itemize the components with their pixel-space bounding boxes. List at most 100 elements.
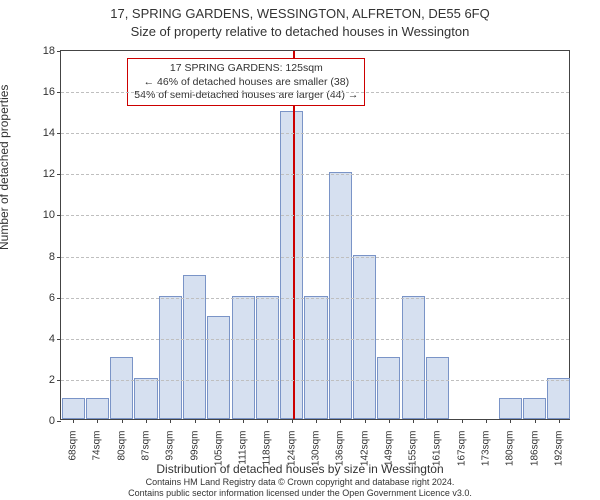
xtick-label: 161sqm: [432, 431, 443, 467]
xtick-mark: [292, 419, 293, 423]
y-axis-label: Number of detached properties: [0, 85, 11, 250]
bar: [256, 296, 279, 419]
bar: [110, 357, 133, 419]
chart-title-line2: Size of property relative to detached ho…: [0, 24, 600, 39]
xtick-label: 118sqm: [262, 431, 273, 466]
plot-area: 17 SPRING GARDENS: 125sqm← 46% of detach…: [60, 50, 570, 420]
ytick-mark: [57, 215, 61, 216]
ytick-mark: [57, 298, 61, 299]
xtick-mark: [389, 419, 390, 423]
xtick-mark: [97, 419, 98, 423]
ytick-mark: [57, 257, 61, 258]
bar: [353, 255, 376, 419]
ytick-label: 10: [43, 209, 55, 221]
ytick-label: 4: [49, 333, 55, 345]
bar: [523, 398, 546, 419]
gridline: [61, 339, 569, 340]
ytick-label: 18: [43, 45, 55, 57]
bar: [547, 378, 570, 419]
annotation-line: 17 SPRING GARDENS: 125sqm: [134, 62, 358, 75]
xtick-mark: [535, 419, 536, 423]
xtick-label: 80sqm: [116, 431, 127, 461]
attribution-line1: Contains HM Land Registry data © Crown c…: [146, 477, 455, 487]
bar: [62, 398, 85, 419]
attribution-line2: Contains public sector information licen…: [128, 488, 472, 498]
bar: [402, 296, 425, 419]
xtick-label: 186sqm: [529, 431, 540, 467]
xtick-label: 87sqm: [141, 431, 152, 461]
gridline: [61, 298, 569, 299]
ytick-mark: [57, 380, 61, 381]
bar: [499, 398, 522, 419]
gridline: [61, 174, 569, 175]
xtick-label: 136sqm: [335, 431, 346, 467]
xtick-label: 99sqm: [189, 431, 200, 461]
xtick-mark: [195, 419, 196, 423]
xtick-mark: [365, 419, 366, 423]
bars-layer: [61, 51, 569, 419]
xtick-mark: [219, 419, 220, 423]
xtick-mark: [462, 419, 463, 423]
xtick-label: 74sqm: [92, 431, 103, 461]
ytick-label: 8: [49, 251, 55, 263]
attribution-text: Contains HM Land Registry data © Crown c…: [0, 477, 600, 498]
ytick-mark: [57, 51, 61, 52]
xtick-label: 130sqm: [311, 431, 322, 467]
xtick-label: 111sqm: [238, 431, 249, 465]
ytick-label: 0: [49, 415, 55, 427]
ytick-mark: [57, 421, 61, 422]
ytick-mark: [57, 133, 61, 134]
xtick-label: 167sqm: [456, 431, 467, 467]
xtick-mark: [340, 419, 341, 423]
bar: [329, 172, 352, 419]
xtick-mark: [146, 419, 147, 423]
xtick-label: 149sqm: [383, 431, 394, 467]
xtick-mark: [437, 419, 438, 423]
annotation-line: 54% of semi-detached houses are larger (…: [134, 89, 358, 102]
ytick-mark: [57, 174, 61, 175]
ytick-label: 6: [49, 292, 55, 304]
ytick-label: 16: [43, 86, 55, 98]
xtick-mark: [413, 419, 414, 423]
bar: [232, 296, 255, 419]
xtick-mark: [267, 419, 268, 423]
xtick-label: 142sqm: [359, 431, 370, 467]
gridline: [61, 380, 569, 381]
bar: [426, 357, 449, 419]
xtick-label: 124sqm: [286, 431, 297, 467]
xtick-mark: [122, 419, 123, 423]
bar: [207, 316, 230, 419]
xtick-mark: [316, 419, 317, 423]
ytick-mark: [57, 92, 61, 93]
bar: [159, 296, 182, 419]
xtick-mark: [559, 419, 560, 423]
gridline: [61, 92, 569, 93]
reference-marker-line: [293, 51, 295, 419]
chart-title-line1: 17, SPRING GARDENS, WESSINGTON, ALFRETON…: [0, 6, 600, 21]
ytick-label: 2: [49, 374, 55, 386]
xtick-mark: [170, 419, 171, 423]
gridline: [61, 215, 569, 216]
bar: [280, 111, 303, 419]
xtick-label: 180sqm: [505, 431, 516, 467]
xtick-label: 192sqm: [553, 431, 564, 467]
xtick-mark: [510, 419, 511, 423]
xtick-label: 173sqm: [481, 431, 492, 467]
xtick-label: 105sqm: [213, 431, 224, 467]
ytick-mark: [57, 339, 61, 340]
xtick-mark: [73, 419, 74, 423]
xtick-label: 93sqm: [165, 431, 176, 461]
chart-container: 17, SPRING GARDENS, WESSINGTON, ALFRETON…: [0, 0, 600, 500]
gridline: [61, 257, 569, 258]
xtick-label: 155sqm: [408, 431, 419, 467]
ytick-label: 14: [43, 127, 55, 139]
bar: [304, 296, 327, 419]
bar: [134, 378, 157, 419]
bar: [86, 398, 109, 419]
annotation-box: 17 SPRING GARDENS: 125sqm← 46% of detach…: [127, 58, 365, 105]
bar: [377, 357, 400, 419]
annotation-line: ← 46% of detached houses are smaller (38…: [134, 76, 358, 89]
gridline: [61, 133, 569, 134]
ytick-label: 12: [43, 168, 55, 180]
xtick-mark: [243, 419, 244, 423]
